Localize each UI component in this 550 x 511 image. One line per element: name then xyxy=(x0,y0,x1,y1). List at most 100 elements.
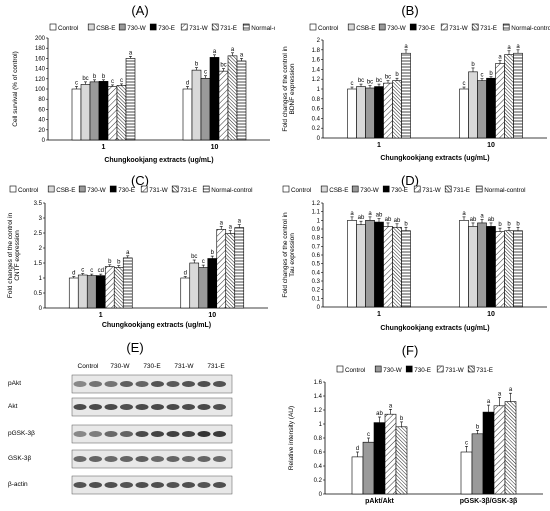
blot-band xyxy=(89,431,102,437)
y-tick-label: 0.7 xyxy=(312,244,321,250)
x-axis-label: Chungkookjang extracts (ug/mL) xyxy=(104,157,213,164)
significance-letter: a xyxy=(516,44,520,50)
significance-letter: c xyxy=(75,80,78,86)
panel-letter: (D) xyxy=(401,173,419,188)
x-category-label: 1 xyxy=(377,142,381,149)
significance-letter: a xyxy=(480,213,484,219)
blot-band xyxy=(197,456,211,462)
significance-letter: b xyxy=(404,221,408,227)
legend-label: Control xyxy=(291,187,311,194)
bar xyxy=(477,80,487,139)
bar xyxy=(482,411,495,495)
legend-label: Control xyxy=(318,25,338,32)
y-tick-label: 200 xyxy=(35,36,46,42)
legend-label: 730-E xyxy=(391,187,408,194)
bar xyxy=(356,86,366,139)
panel-letter: (C) xyxy=(131,173,149,188)
legend-label: 730-W xyxy=(360,187,379,194)
significance-letter: b xyxy=(117,260,121,266)
bar xyxy=(351,456,364,495)
y-tick-label: 180 xyxy=(35,46,46,52)
blot-band xyxy=(120,404,133,410)
bar xyxy=(98,81,109,141)
significance-letter: a xyxy=(498,391,502,397)
legend-swatch xyxy=(202,185,210,193)
blot-band xyxy=(213,482,226,488)
y-tick-label: 0.2 xyxy=(312,288,321,294)
bar xyxy=(80,84,91,141)
legend-swatch xyxy=(282,185,290,193)
significance-letter: bc xyxy=(385,75,391,81)
bar xyxy=(116,85,127,141)
bar xyxy=(227,55,238,141)
significance-letter: a xyxy=(487,399,491,405)
chart-c: (C) Control CSB-E 730-W 730-E 731-W 731-E Norma… xyxy=(7,173,268,329)
significance-letter: b xyxy=(102,74,106,80)
bar xyxy=(495,63,505,139)
significance-letter: a xyxy=(389,403,393,409)
bar xyxy=(77,274,88,309)
bar xyxy=(107,86,118,141)
legend-swatch xyxy=(180,23,188,31)
significance-letter: b xyxy=(471,62,475,68)
y-tick-label: 0.6 xyxy=(312,107,321,113)
significance-letter: a xyxy=(350,211,354,217)
significance-letter: bc xyxy=(376,78,382,84)
significance-letter: d xyxy=(72,271,75,277)
legend-label: 730-W xyxy=(127,25,146,32)
significance-letter: a xyxy=(462,211,466,217)
x-category-label: 1 xyxy=(377,311,381,318)
y-tick-label: 1.2 xyxy=(314,408,323,414)
legend-swatch xyxy=(336,365,344,373)
x-axis-label: Chungkookjang extracts (ug/mL) xyxy=(380,325,489,332)
bar xyxy=(182,88,193,141)
y-axis-label: Fold changes of the control inCNTF expre… xyxy=(7,212,21,298)
bar xyxy=(504,230,514,308)
legend-label: 730-W xyxy=(87,187,106,194)
legend-swatch xyxy=(118,23,126,31)
y-tick-label: 0.2 xyxy=(314,478,323,484)
bar xyxy=(95,275,106,309)
y-tick-label: 100 xyxy=(35,87,46,93)
significance-letter: ab xyxy=(376,411,383,417)
significance-letter: c xyxy=(81,268,84,274)
y-tick-label: 0.8 xyxy=(312,236,321,242)
blot-band xyxy=(151,431,164,437)
legend-label: 730-E xyxy=(414,367,431,374)
blot-band xyxy=(104,404,118,410)
blot-row-label: Akt xyxy=(8,403,18,410)
bar xyxy=(486,77,496,139)
bar xyxy=(374,221,384,308)
legend-swatch xyxy=(9,185,17,193)
bar xyxy=(180,277,191,309)
x-category-label: 10 xyxy=(208,312,216,319)
bar xyxy=(365,220,375,308)
legend-swatch xyxy=(374,365,382,373)
blot-band xyxy=(120,482,133,488)
y-tick-label: 0.2 xyxy=(312,126,321,132)
blot-row-label: GSK-3β xyxy=(8,455,32,462)
bar xyxy=(191,69,202,141)
y-tick-label: 160 xyxy=(35,56,46,62)
blot-band xyxy=(166,404,180,410)
y-tick-label: 20 xyxy=(38,128,45,134)
legend-label: Normal-control xyxy=(251,25,275,32)
y-axis-label: Fold changes of the control inBDNF expre… xyxy=(282,46,296,132)
legend-label: Control xyxy=(58,25,78,32)
bar xyxy=(459,88,469,139)
y-tick-label: 1 xyxy=(317,218,321,224)
blot-band xyxy=(104,431,118,437)
y-tick-label: 0.5 xyxy=(34,291,43,297)
blot-band xyxy=(182,404,195,410)
significance-letter: b xyxy=(400,416,404,422)
y-tick-label: 1 xyxy=(39,276,43,282)
significance-letter: b xyxy=(395,72,399,78)
significance-letter: a xyxy=(240,52,244,58)
bar xyxy=(460,451,473,495)
significance-letter: bc xyxy=(367,80,373,86)
legend-swatch xyxy=(405,365,413,373)
y-axis-label: Cell survival (% of control) xyxy=(12,51,19,127)
bar xyxy=(207,258,218,309)
y-tick-label: 1.6 xyxy=(312,58,321,64)
significance-letter: b xyxy=(476,424,480,430)
